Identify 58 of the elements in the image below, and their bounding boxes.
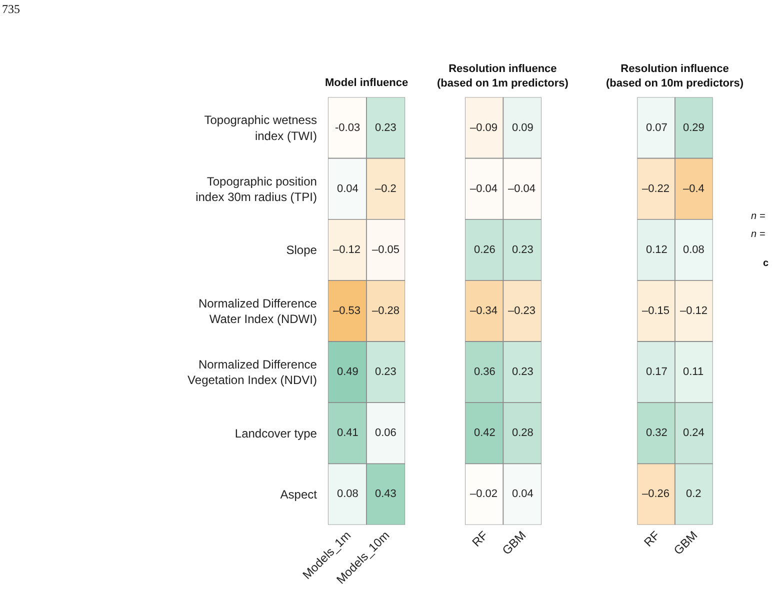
data-label: –0.05 bbox=[372, 244, 400, 256]
y-tick-label: Topographic wetness index (TWI) bbox=[204, 113, 317, 143]
data-label: 0.32 bbox=[646, 427, 668, 439]
y-tick-label: Topographic position index 30m radius (TPI) bbox=[196, 174, 317, 204]
data-label: –0.26 bbox=[642, 488, 670, 500]
data-label: 0.23 bbox=[375, 366, 396, 378]
data-label: 0.2 bbox=[686, 488, 702, 500]
x-tick-label: RF bbox=[469, 528, 491, 550]
data-label: 0.49 bbox=[337, 366, 358, 378]
text: c bbox=[763, 258, 769, 269]
data-label: –0.22 bbox=[642, 183, 670, 195]
data-label: -0.03 bbox=[335, 122, 360, 134]
data-label: 0.29 bbox=[683, 122, 704, 134]
data-label: 0.36 bbox=[474, 366, 496, 378]
data-label: –0.34 bbox=[470, 305, 498, 317]
data-label: 0.41 bbox=[337, 427, 358, 439]
data-label: 0.23 bbox=[512, 244, 534, 256]
data-label: 0.23 bbox=[512, 366, 534, 378]
y-tick-label: Aspect bbox=[280, 487, 318, 502]
data-label: 0.24 bbox=[683, 427, 704, 439]
data-label: 0.42 bbox=[474, 427, 496, 439]
chart-title: Resolution influence (based on 10m predictors) bbox=[606, 63, 744, 90]
data-label: –0.2 bbox=[375, 183, 396, 195]
y-tick-label: Normalized Difference Water Index (NDWI) bbox=[198, 296, 318, 326]
data-label: –0.02 bbox=[470, 488, 498, 500]
text: n = bbox=[751, 211, 766, 222]
data-label: –0.09 bbox=[470, 122, 498, 134]
data-label: 0.08 bbox=[337, 488, 358, 500]
data-label: –0.12 bbox=[333, 244, 361, 256]
data-label: 0.28 bbox=[512, 427, 534, 439]
data-label: 0.43 bbox=[375, 488, 396, 500]
chart-title: Model influence bbox=[325, 77, 408, 89]
data-label: –0.28 bbox=[372, 305, 400, 317]
data-label: 0.12 bbox=[646, 244, 668, 256]
chart-title: Resolution influence (based on 1m predictors) bbox=[437, 63, 569, 90]
data-label: 0.04 bbox=[512, 488, 534, 500]
text: n = bbox=[751, 229, 766, 240]
data-label: –0.04 bbox=[508, 183, 536, 195]
data-label: 0.07 bbox=[646, 122, 668, 134]
data-label: 0.26 bbox=[474, 244, 496, 256]
data-label: 0.04 bbox=[337, 183, 358, 195]
data-label: –0.4 bbox=[683, 183, 704, 195]
data-label: 0.11 bbox=[683, 366, 704, 378]
data-label: –0.04 bbox=[470, 183, 498, 195]
data-label: 0.06 bbox=[375, 427, 396, 439]
y-tick-label: Normalized Difference Vegetation Index (NDVI) bbox=[188, 358, 318, 388]
x-tick-label: RF bbox=[641, 528, 662, 550]
data-label: –0.15 bbox=[642, 305, 670, 317]
data-label: 0.17 bbox=[646, 366, 668, 378]
data-label: –0.12 bbox=[680, 305, 708, 317]
data-label: –0.53 bbox=[333, 305, 361, 317]
text: 735 bbox=[2, 2, 20, 16]
data-label: 0.09 bbox=[512, 122, 534, 134]
data-label: 0.23 bbox=[375, 122, 396, 134]
data-label: 0.08 bbox=[683, 244, 704, 256]
y-tick-label: Slope bbox=[286, 243, 318, 258]
y-tick-label: Landcover type bbox=[234, 426, 318, 440]
data-label: –0.23 bbox=[508, 305, 536, 317]
